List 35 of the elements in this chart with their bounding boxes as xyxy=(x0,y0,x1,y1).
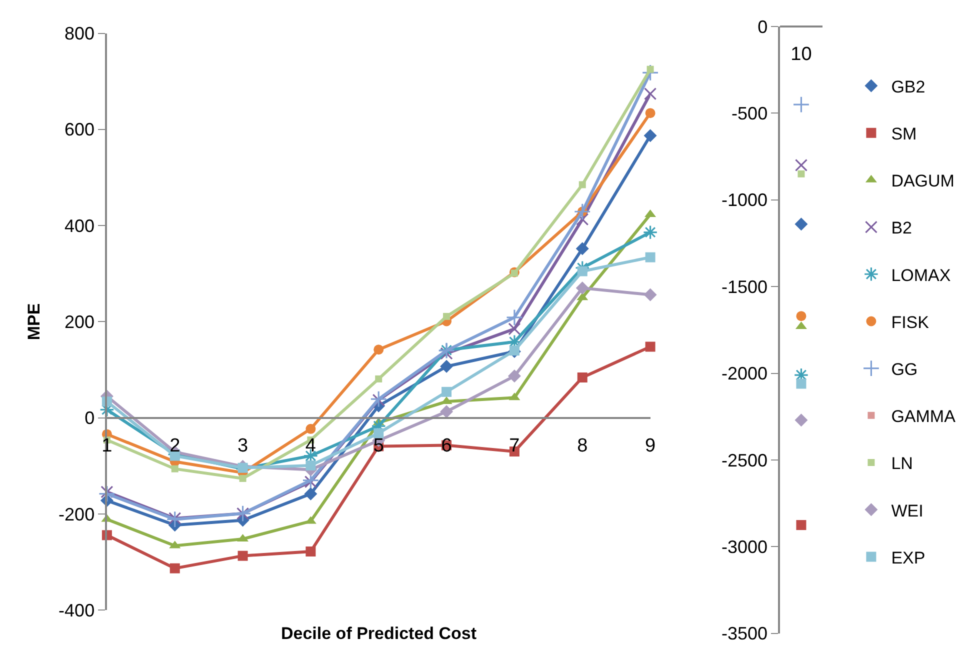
y-tick-label: 0 xyxy=(84,408,95,428)
y-tick-label: 200 xyxy=(64,312,95,332)
legend-label: LOMAX xyxy=(891,266,951,285)
legend-label: GAMMA xyxy=(891,407,956,426)
y-tick-label: -3500 xyxy=(722,624,768,644)
legend-label: DAGUM xyxy=(891,172,954,191)
legend-label: B2 xyxy=(891,218,912,238)
x-tick-label: 9 xyxy=(645,435,656,456)
x-tick-label: 1 xyxy=(102,435,112,456)
legend-label: WEI xyxy=(891,501,924,520)
x-tick-label: 2 xyxy=(170,435,180,456)
legend-label: GG xyxy=(891,360,918,379)
x-tick-label: 3 xyxy=(237,435,248,456)
x-tick-label: 8 xyxy=(577,435,588,456)
x-tick-label: 10 xyxy=(790,44,812,66)
x-axis-title: Decile of Predicted Cost xyxy=(281,624,477,643)
legend-label: GB2 xyxy=(891,77,926,96)
legend-label: LN xyxy=(891,454,913,474)
x-tick-label: 4 xyxy=(305,435,316,456)
y-tick-label: -2500 xyxy=(722,450,768,470)
y-tick-label: 800 xyxy=(64,24,95,44)
y-tick-label: -1500 xyxy=(722,276,768,297)
y-tick-label: -400 xyxy=(58,600,95,620)
legend-label: EXP xyxy=(891,548,926,568)
y-tick-label: -1000 xyxy=(722,190,768,210)
y-axis-title: MPE xyxy=(24,303,44,340)
y-tick-label: 600 xyxy=(64,120,95,140)
legend-label: SM xyxy=(891,124,917,144)
y-tick-label: -3000 xyxy=(722,537,768,558)
legend-label: FISK xyxy=(891,312,930,332)
y-tick-label: 0 xyxy=(758,16,768,37)
y-tick-label: -200 xyxy=(58,504,95,524)
y-tick-label: 400 xyxy=(64,216,95,236)
y-tick-label: -2000 xyxy=(722,364,768,384)
y-tick-label: -500 xyxy=(732,103,768,124)
